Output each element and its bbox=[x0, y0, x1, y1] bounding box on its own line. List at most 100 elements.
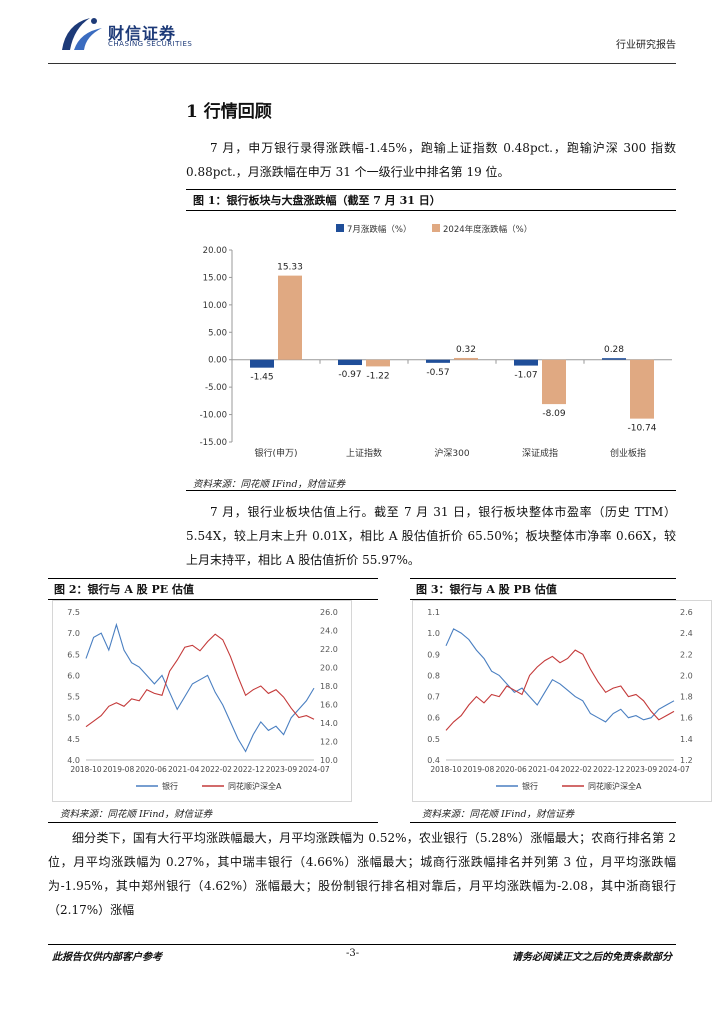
legend-label-0: 银行 bbox=[162, 781, 178, 791]
y-tick-label: -10.00 bbox=[200, 411, 227, 421]
company-logo-subtitle: CHASING SECURITIES bbox=[108, 40, 193, 48]
section-title: 1 行情回顾 bbox=[186, 102, 272, 122]
bar-0-3 bbox=[514, 359, 538, 366]
figure-2-title-bar bbox=[48, 578, 378, 600]
figure-1-bottom-rule bbox=[186, 490, 676, 491]
y-right-tick-label: 18.0 bbox=[320, 682, 338, 691]
figure-3-title: 图 3：银行与 A 股 PB 估值 bbox=[416, 583, 557, 596]
series-line-0 bbox=[445, 628, 675, 723]
x-tick-label: 2021-04 bbox=[168, 765, 200, 774]
x-tick-label: 2022-02 bbox=[201, 765, 233, 774]
x-tick-label: 2023-09 bbox=[626, 765, 658, 774]
bar-data-label: 0.32 bbox=[456, 345, 476, 355]
x-tick-label: 2022-12 bbox=[593, 765, 625, 774]
y-right-tick-label: 2.0 bbox=[680, 671, 693, 680]
document-type-label: 行业研究报告 bbox=[616, 40, 676, 51]
y-left-tick-label: 0.6 bbox=[427, 714, 440, 723]
y-right-tick-label: 1.8 bbox=[680, 693, 693, 702]
x-tick-label: 2020-06 bbox=[495, 765, 527, 774]
x-category-label: 上证指数 bbox=[346, 447, 382, 459]
x-tick-label: 2018-10 bbox=[430, 765, 462, 774]
figure-2-source: 资料来源：同花顺 IFind，财信证券 bbox=[60, 809, 213, 820]
x-tick-label: 2019-08 bbox=[463, 765, 495, 774]
x-category-label: 深证成指 bbox=[522, 447, 558, 459]
y-right-tick-label: 2.6 bbox=[680, 608, 693, 617]
y-right-tick-label: 22.0 bbox=[320, 645, 338, 654]
y-right-tick-label: 20.0 bbox=[320, 664, 338, 673]
bar-data-label: -1.07 bbox=[514, 371, 537, 381]
y-left-tick-label: 1.1 bbox=[427, 608, 440, 617]
legend-swatch-1 bbox=[432, 224, 440, 232]
y-left-tick-label: 0.8 bbox=[427, 671, 440, 680]
bar-0-1 bbox=[338, 359, 362, 366]
y-left-tick-label: 0.5 bbox=[427, 735, 440, 744]
y-tick-label: 15.00 bbox=[203, 273, 227, 283]
bar-data-label: -1.45 bbox=[250, 373, 273, 383]
x-tick-label: 2022-12 bbox=[233, 765, 265, 774]
y-right-tick-label: 12.0 bbox=[320, 738, 338, 747]
bar-1-4 bbox=[630, 359, 654, 419]
y-right-tick-label: 1.4 bbox=[680, 735, 693, 744]
y-right-tick-label: 16.0 bbox=[320, 701, 338, 710]
figure-3-pb-line-chart: 1.1 1.0 0.9 0.8 0.7 0.6 0.5 0.4 2.6 2.4 2.2 2.0 1.8 1… bbox=[412, 600, 712, 802]
x-tick-label: 2020-06 bbox=[135, 765, 167, 774]
bar-data-label: -8.09 bbox=[542, 409, 566, 419]
y-right-tick-label: 2.4 bbox=[680, 629, 693, 638]
bar-0-4 bbox=[602, 358, 626, 360]
x-tick-label: 2021-04 bbox=[528, 765, 560, 774]
paragraph-valuation: 7 月，银行业板块估值上行。截至 7 月 31 日，银行板块整体市盈率（历史 T… bbox=[186, 505, 676, 567]
footer-disclaimer-left: 此报告仅供内部客户参考 bbox=[52, 952, 162, 963]
paragraph-market-review: 7 月，申万银行录得涨跌幅-1.45%，跑输上证指数 0.48pct.，跑输沪深… bbox=[186, 141, 676, 179]
y-left-tick-label: 4.0 bbox=[67, 756, 80, 765]
x-category-label: 沪深300 bbox=[434, 447, 469, 459]
x-category-label: 创业板指 bbox=[610, 447, 646, 459]
figure-1-bar-chart: 7月涨跌幅（%） 2024年度涨跌幅（%） 20.00 15.00 10.00 5.00 0… bbox=[200, 224, 672, 459]
series-line-1 bbox=[85, 633, 315, 728]
y-left-tick-label: 0.9 bbox=[427, 650, 440, 659]
x-tick-label: 2023-09 bbox=[266, 765, 298, 774]
figure-3-bottom-rule bbox=[410, 822, 676, 823]
y-left-tick-label: 6.5 bbox=[67, 650, 80, 659]
y-right-tick-label: 26.0 bbox=[320, 608, 338, 617]
figure-1-source: 资料来源：同花顺 IFind，财信证券 bbox=[193, 479, 346, 490]
bar-data-label: -0.97 bbox=[338, 370, 361, 380]
y-tick-label: -5.00 bbox=[205, 383, 227, 393]
y-right-tick-label: 2.2 bbox=[680, 650, 693, 659]
bar-1-2 bbox=[454, 357, 478, 360]
bar-data-label: -1.22 bbox=[366, 371, 389, 381]
legend-label-1: 2024年度涨跌幅（%） bbox=[443, 224, 532, 235]
bar-data-label: 15.33 bbox=[277, 263, 303, 273]
legend-label-0: 7月涨跌幅（%） bbox=[347, 224, 412, 235]
legend-label-1: 同花顺沪深全A bbox=[228, 781, 282, 791]
y-right-tick-label: 1.2 bbox=[680, 756, 693, 765]
y-left-tick-label: 7.5 bbox=[67, 608, 80, 617]
y-tick-label: 20.00 bbox=[203, 246, 227, 256]
y-right-tick-label: 24.0 bbox=[320, 627, 338, 636]
bar-0-0 bbox=[250, 359, 274, 368]
y-left-tick-label: 0.4 bbox=[427, 756, 440, 765]
figure-3-source: 资料来源：同花顺 IFind，财信证券 bbox=[422, 809, 575, 820]
bar-data-label: 0.28 bbox=[604, 345, 624, 355]
bar-1-3 bbox=[542, 359, 566, 405]
series-line-0 bbox=[85, 622, 315, 753]
figure-1-title-bar bbox=[186, 189, 676, 211]
x-tick-label: 2024-07 bbox=[658, 765, 690, 774]
figure-1-title: 图 1：银行板块与大盘涨跌幅（截至 7 月 31 日） bbox=[193, 194, 441, 207]
y-tick-label: 0.00 bbox=[208, 356, 227, 366]
bar-1-0 bbox=[278, 275, 302, 360]
y-left-tick-label: 4.5 bbox=[67, 735, 80, 744]
x-tick-label: 2022-02 bbox=[561, 765, 593, 774]
y-left-tick-label: 0.7 bbox=[427, 693, 440, 702]
y-tick-label: 10.00 bbox=[203, 301, 227, 311]
header-divider bbox=[48, 63, 676, 64]
company-logo-name: 财信证券 bbox=[108, 24, 177, 43]
page-number: -3- bbox=[346, 948, 360, 959]
x-tick-label: 2018-10 bbox=[70, 765, 102, 774]
bar-1-1 bbox=[366, 359, 390, 367]
footer-divider bbox=[48, 944, 676, 945]
company-logo-icon bbox=[62, 18, 102, 50]
chart-frame bbox=[52, 600, 352, 802]
series-line-1 bbox=[445, 649, 675, 731]
legend-label-1: 同花顺沪深全A bbox=[588, 781, 642, 791]
figure-2-bottom-rule bbox=[48, 822, 378, 823]
